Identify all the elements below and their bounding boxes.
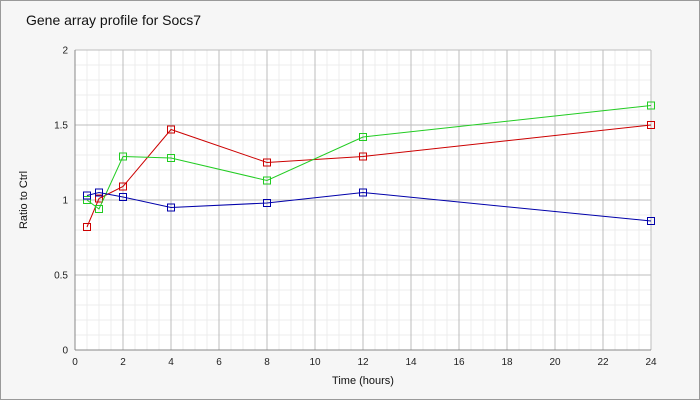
x-tick-label: 12: [357, 357, 369, 368]
axes: [74, 50, 651, 351]
x-tick-label: 4: [168, 357, 174, 368]
series-3-point: [359, 188, 367, 197]
x-tick-label: 22: [597, 357, 609, 368]
x-tick-label: 0: [72, 357, 78, 368]
y-tick-label: 2: [62, 46, 68, 57]
y-axis-label: Ratio to Ctrl: [18, 171, 30, 229]
series-3-point: [263, 199, 271, 207]
x-tick-label: 10: [309, 357, 321, 368]
series-2-point: [119, 152, 127, 161]
series-2-point: [359, 133, 367, 141]
series-1-point: [83, 223, 91, 231]
y-tick-label: 0.5: [54, 271, 68, 282]
chart-title: Gene array profile for Socs7: [26, 12, 202, 28]
x-tick-label: 18: [501, 357, 513, 368]
series-1-point: [119, 182, 127, 191]
x-tick-label: 16: [453, 357, 465, 368]
series-2-point: [95, 205, 103, 213]
series-3-point: [167, 203, 175, 212]
series-line-2: [86, 105, 652, 210]
series-2-point: [167, 154, 175, 162]
x-tick-label: 2: [120, 357, 126, 368]
y-tick-label: 1: [62, 196, 68, 207]
x-tick-label: 24: [645, 357, 657, 368]
x-axis-label: Time (hours): [332, 375, 394, 387]
series-line-1: [86, 124, 652, 228]
series-3-point: [119, 193, 127, 201]
series-group: [83, 101, 655, 231]
y-tick-label: 0: [62, 346, 68, 357]
series-2-point: [83, 196, 91, 204]
series-1-point: [167, 125, 175, 134]
series-2-point: [647, 101, 655, 110]
series-1-point: [647, 121, 655, 129]
series-3-point: [647, 217, 655, 225]
series-line-3: [86, 191, 652, 222]
y-tick-labels: 0 0.5 1 1.5 2: [54, 46, 68, 357]
series-3-point: [83, 191, 91, 200]
series-3-point: [95, 188, 103, 197]
series-1-point: [95, 194, 103, 203]
x-tick-label: 20: [549, 357, 561, 368]
x-tick-label: 6: [216, 357, 222, 368]
series-1-point: [263, 158, 271, 167]
series-2-point: [263, 176, 271, 185]
x-tick-label: 8: [264, 357, 270, 368]
series-1-point: [359, 152, 367, 161]
x-tick-labels: 0 2 4 6 8 10 12 14 16 18 20 22 24: [72, 357, 657, 368]
x-tick-label: 14: [405, 357, 417, 368]
y-tick-label: 1.5: [54, 121, 68, 132]
